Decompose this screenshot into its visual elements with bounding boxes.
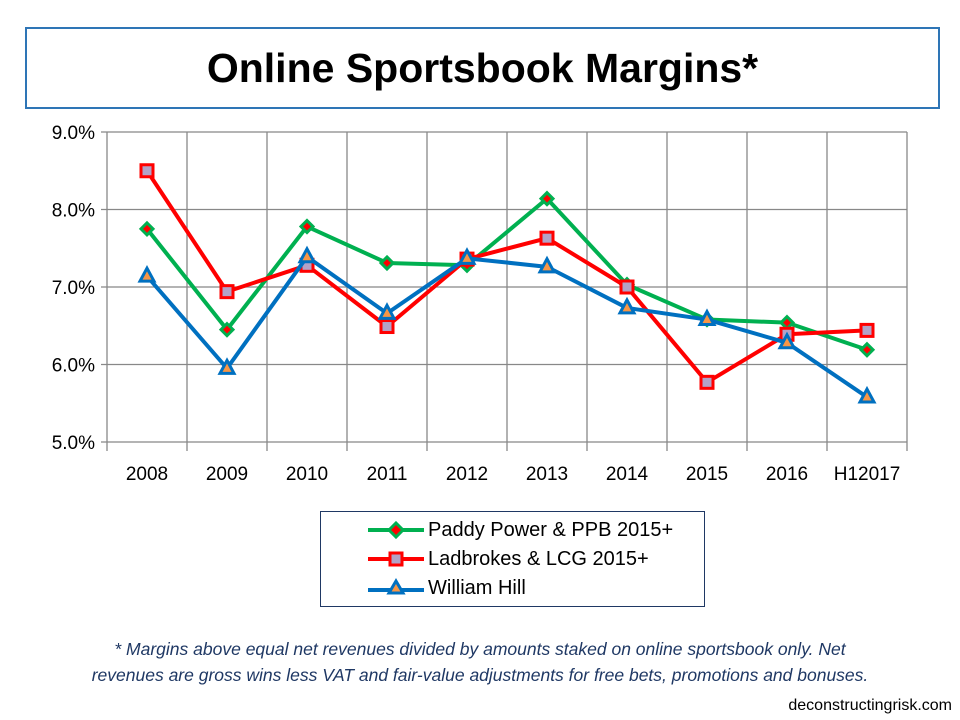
data-point: [298, 218, 316, 235]
data-point: [218, 321, 236, 338]
data-point: [699, 374, 715, 390]
data-point: [217, 357, 237, 375]
series-line: [145, 169, 868, 385]
data-point: [219, 284, 235, 300]
series-triangle: [137, 245, 877, 404]
footnote-line: * Margins above equal net revenues divid…: [114, 639, 846, 659]
x-tick-label: 2016: [766, 464, 808, 485]
y-tick-label: 5.0%: [52, 433, 95, 454]
title-box: Online Sportsbook Margins*: [25, 27, 940, 109]
x-tick-label: 2012: [446, 464, 488, 485]
data-point: [859, 322, 875, 338]
legend-label: Paddy Power & PPB 2015+: [428, 518, 674, 541]
legend-label: Ladbrokes & LCG 2015+: [428, 547, 649, 570]
y-tick-label: 6.0%: [52, 356, 95, 377]
y-tick-label: 8.0%: [52, 201, 95, 222]
data-point: [457, 247, 477, 265]
x-tick-label: 2014: [606, 464, 649, 485]
data-point: [697, 308, 717, 327]
chart-title: Online Sportsbook Margins*: [206, 44, 759, 91]
legend-item-william-hill: William Hill: [366, 574, 526, 602]
data-point: [379, 319, 395, 335]
data-point: [539, 230, 555, 246]
data-point: [858, 341, 876, 358]
data-point: [537, 255, 557, 274]
square-marker-icon: [368, 551, 424, 567]
x-tick-label: 2010: [286, 464, 328, 485]
footnote-line: revenues are gross wins less VAT and fai…: [91, 665, 869, 685]
legend-item-paddy-power: Paddy Power & PPB 2015+: [366, 516, 673, 544]
data-point: [138, 220, 156, 237]
y-tick-label: 7.0%: [52, 278, 95, 299]
y-tick-label: 9.0%: [52, 123, 95, 144]
data-point: [377, 302, 397, 320]
data-point: [617, 296, 637, 315]
x-tick-label: 2013: [526, 464, 568, 485]
x-tick-label: 2009: [206, 464, 248, 485]
source-credit: deconstructingrisk.com: [788, 697, 952, 714]
data-point: [619, 279, 635, 295]
legend-item-ladbrokes: Ladbrokes & LCG 2015+: [366, 545, 649, 573]
data-point: [777, 331, 797, 350]
data-point: [538, 190, 556, 207]
footnote: * Margins above equal net revenues divid…: [30, 636, 930, 688]
x-tick-label: 2015: [686, 464, 728, 485]
x-tick-label: H12017: [834, 464, 901, 485]
data-point: [857, 385, 877, 404]
x-tick-label: 2008: [126, 464, 168, 485]
triangle-marker-icon: [368, 578, 424, 595]
data-point: [297, 245, 317, 264]
series-line: [145, 254, 869, 399]
legend: Paddy Power & PPB 2015+ Ladbrokes & LCG …: [320, 511, 705, 607]
x-tick-label: 2011: [367, 464, 408, 485]
diamond-marker-icon: [368, 520, 424, 540]
legend-label: William Hill: [428, 576, 526, 599]
data-point: [378, 254, 396, 272]
data-point: [137, 264, 157, 283]
data-point: [139, 163, 155, 179]
